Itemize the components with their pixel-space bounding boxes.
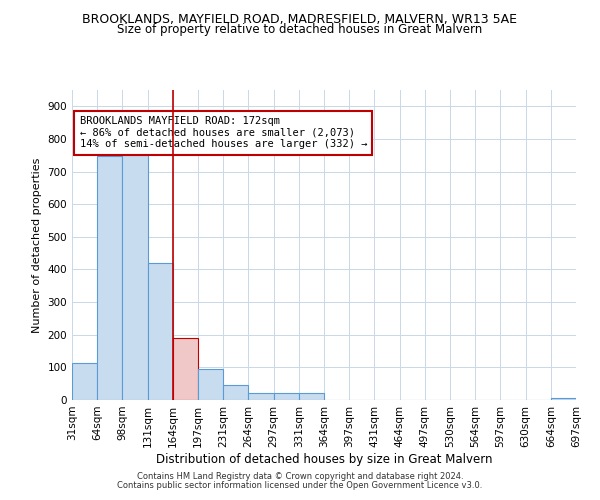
Bar [274,394,299,400]
Bar [97,156,122,400]
Bar [198,369,223,400]
Bar [72,363,97,400]
Bar [122,156,148,400]
X-axis label: Distribution of detached houses by size in Great Malvern: Distribution of detached houses by size … [156,452,492,466]
Bar [223,384,248,400]
Bar [248,393,274,400]
Bar [148,263,173,400]
Text: Size of property relative to detached houses in Great Malvern: Size of property relative to detached ho… [118,22,482,36]
Text: Contains public sector information licensed under the Open Government Licence v3: Contains public sector information licen… [118,481,482,490]
Text: BROOKLANDS MAYFIELD ROAD: 172sqm
← 86% of detached houses are smaller (2,073)
14: BROOKLANDS MAYFIELD ROAD: 172sqm ← 86% o… [80,116,367,150]
Y-axis label: Number of detached properties: Number of detached properties [32,158,42,332]
Text: Contains HM Land Registry data © Crown copyright and database right 2024.: Contains HM Land Registry data © Crown c… [137,472,463,481]
Bar [299,394,324,400]
Bar [551,398,576,400]
Bar [173,338,198,400]
Text: BROOKLANDS, MAYFIELD ROAD, MADRESFIELD, MALVERN, WR13 5AE: BROOKLANDS, MAYFIELD ROAD, MADRESFIELD, … [83,12,517,26]
